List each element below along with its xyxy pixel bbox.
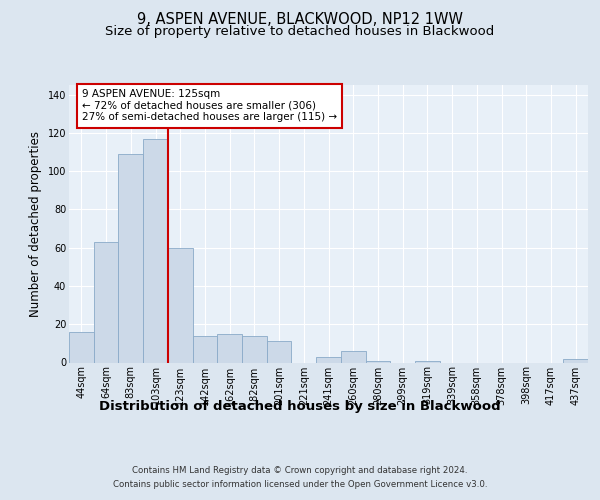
Text: Contains HM Land Registry data © Crown copyright and database right 2024.: Contains HM Land Registry data © Crown c… [132,466,468,475]
Text: Size of property relative to detached houses in Blackwood: Size of property relative to detached ho… [106,25,494,38]
Text: 9, ASPEN AVENUE, BLACKWOOD, NP12 1WW: 9, ASPEN AVENUE, BLACKWOOD, NP12 1WW [137,12,463,28]
Bar [69,332,94,362]
Bar [168,248,193,362]
Bar [563,358,588,362]
Bar [193,336,217,362]
Bar [316,357,341,362]
Text: 9 ASPEN AVENUE: 125sqm
← 72% of detached houses are smaller (306)
27% of semi-de: 9 ASPEN AVENUE: 125sqm ← 72% of detached… [82,89,337,122]
Bar [267,342,292,362]
Bar [94,242,118,362]
Bar [365,360,390,362]
Bar [143,138,168,362]
Bar [242,336,267,362]
Bar [217,334,242,362]
Bar [415,360,440,362]
Y-axis label: Number of detached properties: Number of detached properties [29,130,42,317]
Bar [118,154,143,362]
Text: Contains public sector information licensed under the Open Government Licence v3: Contains public sector information licen… [113,480,487,489]
Text: Distribution of detached houses by size in Blackwood: Distribution of detached houses by size … [99,400,501,413]
Bar [341,351,365,362]
